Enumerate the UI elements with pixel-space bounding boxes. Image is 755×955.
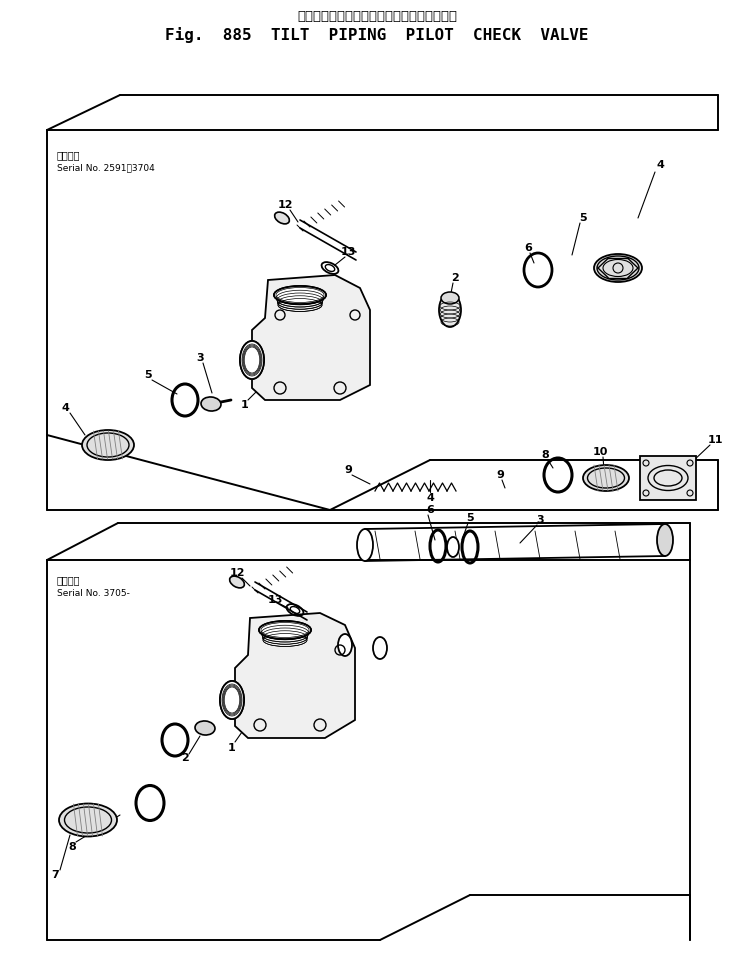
Ellipse shape [59,803,117,837]
Text: 11: 11 [707,435,723,445]
Text: 7: 7 [51,870,59,880]
Ellipse shape [583,465,629,491]
Polygon shape [640,456,696,500]
Ellipse shape [259,621,311,639]
Text: 3: 3 [196,353,204,363]
Ellipse shape [259,621,311,639]
Text: 12: 12 [230,568,245,578]
Text: 6: 6 [524,243,532,253]
Ellipse shape [220,681,244,719]
Text: 8: 8 [541,450,549,460]
Text: チルトパイピングパイロットチェックバルブ: チルトパイピングパイロットチェックバルブ [297,11,457,24]
Ellipse shape [240,341,264,379]
Text: 13: 13 [341,247,356,257]
Polygon shape [235,613,355,738]
Text: 適用号機: 適用号機 [57,575,81,585]
Text: 10: 10 [593,447,608,457]
Ellipse shape [338,634,352,656]
Text: 8: 8 [68,842,76,852]
Ellipse shape [594,254,642,282]
Text: 13: 13 [267,595,282,605]
Ellipse shape [274,286,326,304]
Text: 9: 9 [496,470,504,480]
Text: 3: 3 [536,515,544,525]
Ellipse shape [439,293,461,327]
Ellipse shape [441,292,459,304]
Text: 2: 2 [451,273,459,283]
Text: 5: 5 [144,370,152,380]
Text: Fig.  885  TILT  PIPING  PILOT  CHECK  VALVE: Fig. 885 TILT PIPING PILOT CHECK VALVE [165,27,589,43]
Text: 12: 12 [277,200,293,210]
Ellipse shape [648,465,688,491]
Text: 9: 9 [344,465,352,475]
Ellipse shape [357,529,373,561]
Ellipse shape [274,286,326,304]
Text: 5: 5 [466,513,474,523]
Polygon shape [252,275,370,400]
Text: 2: 2 [181,753,189,763]
Ellipse shape [447,537,459,557]
Ellipse shape [195,721,215,735]
Text: 4: 4 [656,160,664,170]
Text: 4: 4 [61,403,69,413]
Text: Serial No. 2591～3704: Serial No. 2591～3704 [57,163,155,173]
Text: 4: 4 [426,493,434,503]
Ellipse shape [220,681,244,719]
Ellipse shape [373,637,387,659]
Ellipse shape [201,397,221,411]
Ellipse shape [657,524,673,556]
Ellipse shape [275,212,289,223]
Text: 5: 5 [579,213,587,223]
Text: Serial No. 3705-: Serial No. 3705- [57,588,130,598]
Ellipse shape [230,576,245,588]
Text: 1: 1 [241,400,249,410]
Text: 1: 1 [228,743,236,753]
Text: 6: 6 [426,505,434,515]
Ellipse shape [82,430,134,460]
Ellipse shape [240,341,264,379]
Text: 適用号機: 適用号機 [57,150,81,160]
